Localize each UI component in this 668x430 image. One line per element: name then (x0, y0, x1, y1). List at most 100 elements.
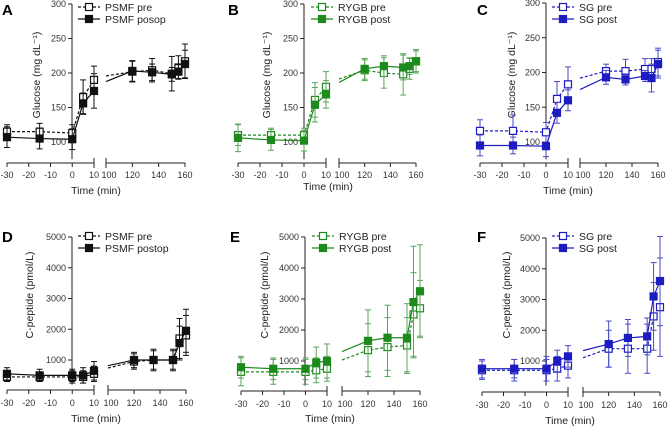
y-axis-label: Glucose (mg dL⁻¹) (261, 32, 273, 119)
x-tick-label: 120 (598, 170, 613, 180)
y-tick-label: 5000 (46, 232, 66, 242)
marker-filled-square (236, 363, 246, 372)
x-tick-label: 160 (650, 170, 665, 180)
legend-marker-filled-square (317, 14, 327, 24)
marker-filled-square (322, 356, 332, 366)
x-tick-label: 140 (627, 400, 642, 410)
legend-item: RYGB pre (312, 231, 387, 243)
marker-filled-square (604, 339, 613, 349)
y-tick-label: 250 (51, 34, 66, 44)
series-rygb-post (233, 50, 421, 153)
y-tick-label: 200 (525, 68, 540, 78)
legend-marker-open-square (84, 231, 94, 241)
x-tick-label: -10 (275, 170, 288, 180)
series-psmf-postop (2, 308, 191, 384)
data-point (310, 86, 320, 123)
x-tick-label: -20 (256, 399, 269, 409)
marker-filled-square (383, 333, 392, 342)
x-axis-label: Time (min) (303, 181, 353, 193)
marker-filled-square (655, 276, 665, 286)
legend-marker-filled-square (558, 14, 568, 24)
x-tick-label: -30 (475, 400, 488, 410)
series-line-right (579, 61, 659, 79)
y-tick-label: 2000 (46, 324, 66, 334)
y-tick-label: 150 (51, 103, 66, 113)
y-tick-label: 200 (51, 68, 66, 78)
marker-filled-square (563, 352, 573, 361)
panel-letter: C (477, 2, 488, 19)
data-point (653, 49, 663, 79)
x-tick-label: 100 (337, 399, 352, 409)
x-axis-label: Time (min) (545, 415, 595, 427)
legend-item: SG pre (552, 2, 612, 14)
x-tick-label: 10 (563, 170, 573, 180)
data-point (175, 325, 184, 361)
marker-filled-square (269, 364, 278, 373)
legend-label: PSMF pre (105, 2, 152, 14)
marker-filled-square (2, 133, 12, 142)
y-tick-label: 3000 (279, 294, 299, 304)
data-point (601, 69, 611, 85)
data-point (402, 303, 412, 373)
marker-filled-square (601, 73, 611, 82)
data-point (149, 350, 158, 370)
x-tick-label: -10 (517, 170, 530, 180)
data-point (2, 367, 12, 381)
panel-letter: E (230, 229, 240, 246)
data-point (649, 262, 658, 331)
data-point (128, 60, 137, 82)
data-point (180, 49, 190, 79)
marker-filled-square (379, 61, 389, 71)
y-tick-label: 100 (525, 137, 540, 147)
legend-marker-filled-square (84, 243, 94, 253)
y-axis-label: C-peptide (pmol/L) (259, 252, 271, 339)
marker-filled-square (68, 135, 77, 144)
data-point (266, 129, 276, 151)
data-point (174, 64, 183, 80)
data-point (312, 346, 321, 379)
y-tick-label: 250 (525, 33, 540, 43)
legend-label: PSMF posop (105, 14, 166, 26)
y-axis-label: Glucose (mg dL⁻¹) (31, 32, 43, 119)
y-tick-label: 5000 (279, 232, 299, 242)
y-tick-label: 3000 (520, 295, 540, 305)
legend-marker-open-square (318, 231, 328, 241)
data-point (129, 351, 139, 369)
marker-filled-square (653, 60, 663, 69)
data-point (322, 343, 332, 379)
marker-filled-square (175, 338, 184, 348)
legend-label: SG post (579, 14, 617, 26)
data-point (623, 318, 633, 357)
legend-label: PSMF pre (105, 231, 152, 243)
data-point (89, 361, 99, 381)
marker-filled-square (321, 90, 331, 99)
x-tick-label: 0 (70, 398, 75, 408)
x-tick-label: 160 (652, 400, 667, 410)
marker-filled-square (510, 364, 519, 373)
marker-filled-square (477, 364, 487, 373)
x-tick-label: 160 (412, 399, 427, 409)
data-point (2, 126, 12, 149)
x-tick-label: 140 (152, 398, 167, 408)
marker-filled-square (167, 70, 176, 79)
x-axis-label: Time (min) (71, 185, 121, 197)
y-tick-label: 150 (283, 103, 298, 113)
marker-filled-square (643, 332, 652, 341)
marker-filled-square (128, 66, 137, 76)
data-point (301, 357, 310, 381)
data-point (79, 92, 88, 115)
data-point (181, 308, 191, 353)
marker-filled-square (475, 141, 485, 150)
legend-item: PSMF pre (78, 231, 152, 243)
marker-filled-square (299, 136, 309, 145)
panel-letter: D (2, 229, 13, 246)
marker-filled-square (553, 356, 562, 366)
x-tick-label: -20 (495, 170, 508, 180)
data-point (147, 63, 157, 82)
y-tick-label: 300 (51, 0, 66, 9)
marker-open-square (475, 126, 485, 135)
marker-filled-square (301, 364, 310, 373)
x-tick-label: 100 (101, 170, 116, 180)
marker-filled-square (79, 99, 88, 108)
marker-filled-square (552, 108, 562, 117)
